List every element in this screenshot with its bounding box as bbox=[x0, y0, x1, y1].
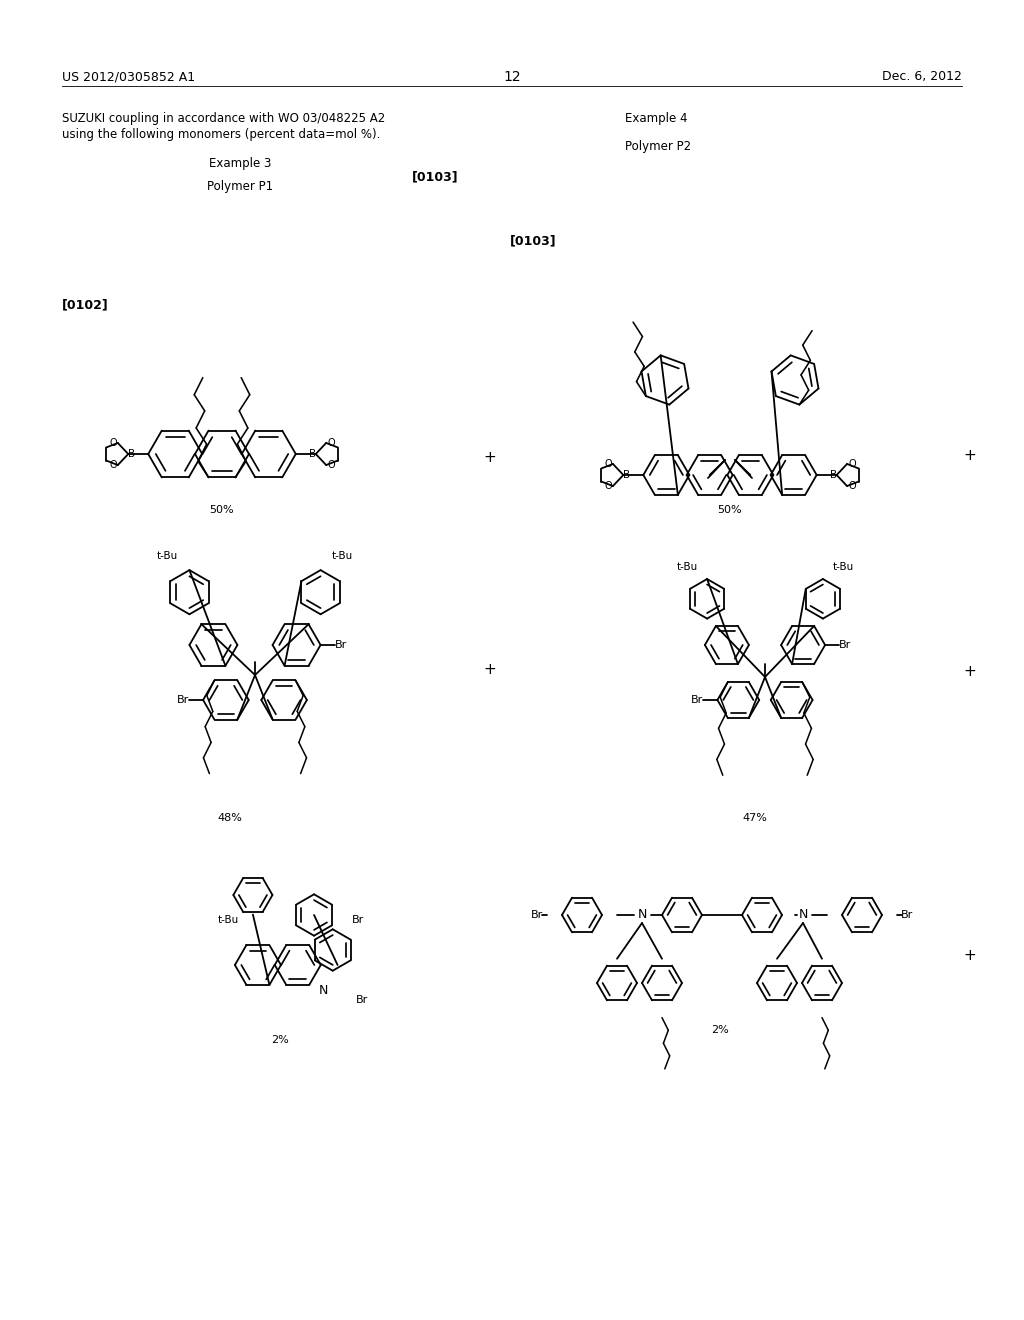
Text: O: O bbox=[109, 438, 117, 447]
Text: 50%: 50% bbox=[210, 506, 234, 515]
Text: Br: Br bbox=[335, 640, 347, 649]
Text: O: O bbox=[604, 480, 611, 491]
Text: 48%: 48% bbox=[217, 813, 243, 822]
Text: O: O bbox=[109, 461, 117, 470]
Text: t-Bu: t-Bu bbox=[833, 562, 854, 572]
Text: Br: Br bbox=[177, 696, 189, 705]
Text: t-Bu: t-Bu bbox=[217, 915, 239, 925]
Text: O: O bbox=[328, 438, 335, 447]
Text: +: + bbox=[964, 948, 976, 962]
Text: Br: Br bbox=[531, 909, 544, 920]
Text: O: O bbox=[848, 480, 856, 491]
Text: SUZUKI coupling in accordance with WO 03/048225 A2: SUZUKI coupling in accordance with WO 03… bbox=[62, 112, 385, 125]
Text: Br: Br bbox=[900, 909, 912, 920]
Text: [0103]: [0103] bbox=[510, 234, 557, 247]
Text: N: N bbox=[637, 908, 647, 921]
Text: 47%: 47% bbox=[742, 813, 767, 822]
Text: t-Bu: t-Bu bbox=[157, 552, 178, 561]
Text: [0102]: [0102] bbox=[62, 298, 109, 312]
Text: +: + bbox=[483, 663, 497, 677]
Text: Br: Br bbox=[691, 696, 703, 705]
Text: Example 4: Example 4 bbox=[625, 112, 687, 125]
Text: Example 3: Example 3 bbox=[209, 157, 271, 170]
Text: O: O bbox=[848, 459, 856, 469]
Text: t-Bu: t-Bu bbox=[677, 562, 697, 572]
Text: O: O bbox=[328, 461, 335, 470]
Text: 2%: 2% bbox=[271, 1035, 289, 1045]
Text: B: B bbox=[128, 449, 135, 459]
Text: Br: Br bbox=[356, 995, 369, 1005]
Text: using the following monomers (percent data=mol %).: using the following monomers (percent da… bbox=[62, 128, 380, 141]
Text: B: B bbox=[623, 470, 630, 480]
Text: Br: Br bbox=[839, 640, 851, 649]
Text: Br: Br bbox=[351, 915, 364, 925]
Text: B: B bbox=[309, 449, 316, 459]
Text: 50%: 50% bbox=[718, 506, 742, 515]
Text: +: + bbox=[964, 664, 976, 680]
Text: t-Bu: t-Bu bbox=[332, 552, 353, 561]
Text: N: N bbox=[318, 983, 328, 997]
Text: O: O bbox=[604, 459, 611, 469]
Text: Polymer P1: Polymer P1 bbox=[207, 180, 273, 193]
Text: [0103]: [0103] bbox=[412, 170, 459, 183]
Text: +: + bbox=[964, 447, 976, 462]
Text: 2%: 2% bbox=[711, 1026, 729, 1035]
Text: 12: 12 bbox=[503, 70, 521, 84]
Text: US 2012/0305852 A1: US 2012/0305852 A1 bbox=[62, 70, 196, 83]
Text: N: N bbox=[799, 908, 808, 921]
Text: Polymer P2: Polymer P2 bbox=[625, 140, 691, 153]
Text: +: + bbox=[483, 450, 497, 466]
Text: Dec. 6, 2012: Dec. 6, 2012 bbox=[882, 70, 962, 83]
Text: B: B bbox=[830, 470, 838, 480]
